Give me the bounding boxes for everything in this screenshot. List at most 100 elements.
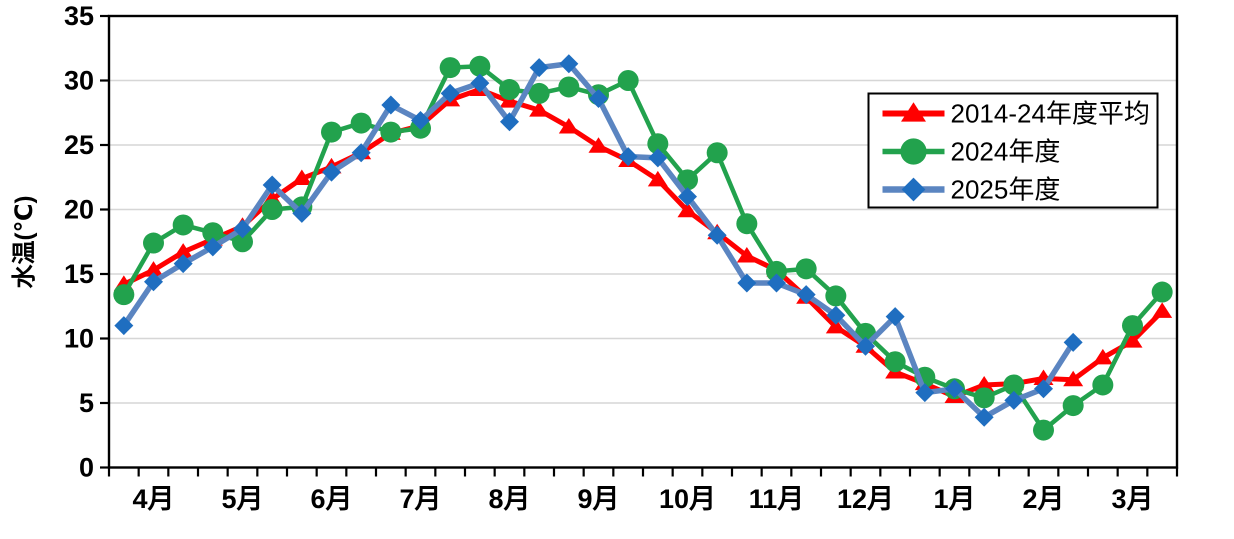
x-axis-month-label: 8月: [488, 484, 530, 514]
data-point-circle: [1092, 374, 1114, 396]
data-point-diamond: [796, 285, 816, 305]
data-point-diamond: [618, 147, 638, 167]
data-point-diamond: [411, 110, 430, 130]
data-point-diamond: [1063, 332, 1083, 352]
data-point-circle: [528, 82, 550, 104]
x-axis-month-label: 3月: [1111, 484, 1153, 514]
data-point-triangle: [974, 375, 995, 392]
data-point-diamond: [974, 407, 994, 427]
data-point-diamond: [322, 162, 341, 182]
data-point-diamond: [737, 273, 757, 293]
data-point-diamond: [1034, 379, 1053, 399]
data-point-triangle: [291, 169, 312, 186]
data-point-triangle: [647, 170, 668, 187]
data-point-circle: [706, 142, 728, 164]
data-point-circle: [825, 285, 847, 307]
x-axis-month-label: 10月: [659, 484, 716, 514]
x-axis-month-label: 12月: [837, 484, 894, 514]
data-point-diamond: [173, 254, 193, 274]
data-point-triangle: [1152, 302, 1173, 318]
data-point-triangle: [173, 243, 194, 259]
data-point-circle: [558, 76, 580, 98]
data-point-diamond: [589, 89, 608, 109]
data-point-triangle: [677, 201, 698, 218]
data-point-circle: [973, 387, 995, 409]
data-point-circle: [439, 57, 461, 79]
y-axis-tick-label: 30: [64, 66, 94, 96]
data-point-circle: [1062, 395, 1084, 417]
y-axis-tick-label: 10: [64, 324, 94, 354]
data-point-diamond: [144, 272, 163, 292]
data-point-circle: [261, 199, 283, 220]
data-point-circle: [143, 232, 164, 254]
x-axis-month-label: 2月: [1022, 484, 1064, 514]
data-point-triangle: [529, 101, 550, 117]
data-point-circle: [795, 258, 817, 280]
data-point-diamond: [440, 83, 460, 103]
data-point-circle: [900, 138, 927, 165]
data-point-circle: [321, 121, 342, 143]
data-point-diamond: [767, 273, 786, 293]
data-point-diamond: [529, 58, 549, 78]
data-point-circle: [766, 260, 787, 282]
x-axis-month-label: 4月: [132, 484, 174, 514]
data-point-triangle: [1122, 332, 1143, 348]
data-point-triangle: [588, 137, 609, 153]
data-point-diamond: [351, 143, 371, 163]
data-point-diamond: [114, 316, 134, 336]
legend-item-label: 2014-24年度平均: [951, 99, 1150, 129]
data-point-circle: [172, 214, 194, 236]
y-axis-tick-label: 0: [79, 453, 94, 483]
data-point-diamond: [945, 379, 964, 399]
data-point-diamond: [1004, 390, 1024, 410]
data-point-circle: [232, 231, 253, 253]
data-point-circle: [647, 133, 669, 155]
data-point-diamond: [678, 187, 697, 207]
y-axis-tick-label: 5: [79, 388, 94, 418]
data-point-circle: [1033, 419, 1054, 441]
data-point-diamond: [292, 203, 312, 223]
data-point-triangle: [558, 117, 579, 134]
data-point-circle: [884, 351, 906, 373]
data-point-triangle: [1063, 370, 1084, 387]
y-axis-title: 水温(℃): [11, 195, 38, 288]
data-point-circle: [469, 55, 491, 77]
data-point-diamond: [915, 383, 935, 403]
data-point-diamond: [500, 112, 519, 132]
legend-item-label: 2024年度: [951, 137, 1061, 167]
data-point-circle: [113, 284, 135, 306]
data-point-triangle: [901, 102, 926, 122]
data-point-circle: [1151, 281, 1173, 303]
data-point-circle: [202, 222, 224, 244]
data-point-diamond: [901, 177, 926, 202]
x-axis-month-label: 9月: [577, 484, 619, 514]
data-point-circle: [350, 112, 372, 134]
data-point-diamond: [856, 336, 875, 356]
data-point-diamond: [203, 237, 223, 257]
x-axis-month-label: 1月: [933, 484, 975, 514]
data-point-diamond: [381, 95, 401, 115]
x-axis-month-label: 5月: [221, 484, 263, 514]
data-point-circle: [499, 79, 520, 101]
y-axis-tick-label: 20: [64, 195, 94, 225]
data-point-circle: [380, 121, 402, 143]
y-axis-tick-label: 35: [64, 1, 94, 31]
data-point-triangle: [736, 246, 757, 263]
data-point-triangle: [1092, 348, 1113, 365]
data-point-diamond: [826, 305, 846, 325]
data-point-circle: [677, 169, 698, 191]
data-point-diamond: [470, 73, 490, 93]
data-point-diamond: [262, 175, 282, 195]
x-axis-month-label: 6月: [310, 484, 352, 514]
data-point-triangle: [143, 261, 164, 277]
data-point-circle: [617, 70, 639, 91]
y-axis-tick-label: 15: [64, 259, 94, 289]
y-axis-tick-label: 25: [64, 130, 94, 160]
x-axis-month-label: 7月: [399, 484, 441, 514]
data-point-diamond: [233, 219, 252, 239]
x-axis-month-label: 11月: [749, 484, 805, 514]
data-point-circle: [736, 213, 758, 235]
data-point-diamond: [648, 148, 668, 168]
